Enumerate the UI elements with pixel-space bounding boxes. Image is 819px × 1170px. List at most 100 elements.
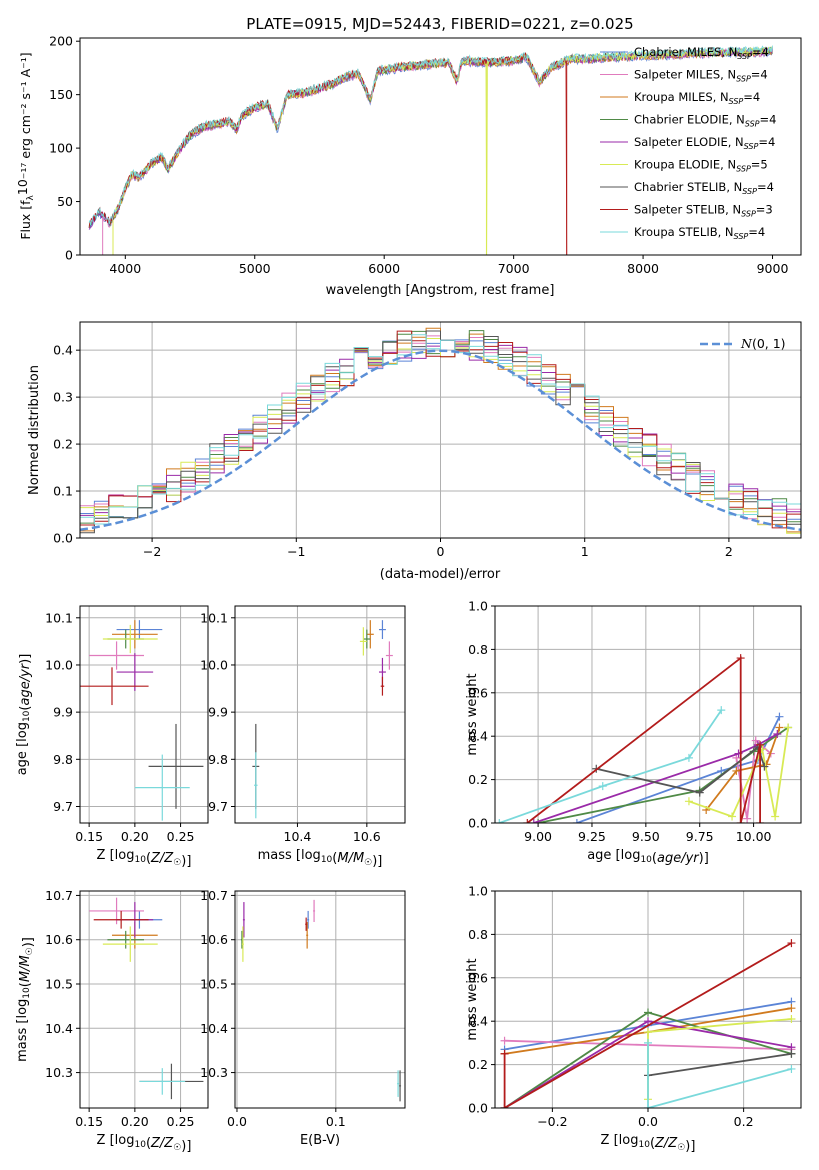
y-tick-label: 0.6 [468,970,488,985]
weight-line-salpeter-elodie [533,733,778,823]
y-tick-label: 1.0 [468,599,488,614]
y-axis-label: Flux [fλ10⁻¹⁷ erg cm⁻² s⁻¹ A⁻¹] [15,52,36,239]
weight-line-chabrier-stelib [596,745,766,794]
legend-label-chabrier-miles: Chabrier MILES, NSSP=4 [634,45,769,61]
gaussian-curve [80,349,801,532]
y-axis-label: mass [log10(M/M☉)] [15,937,36,1062]
weight-marker-salpeter-stelib [736,819,745,823]
y-tick-label: 0.2 [468,772,488,787]
x-tick-label: 10.6 [353,829,381,844]
x-tick-label: 0.25 [167,829,195,844]
weight-marker-salpeter-stelib [736,654,745,663]
plot-area-mass_vs_ebv [240,899,402,1102]
weight-marker-chabrier-miles [572,819,581,823]
weight-marker-salpeter-miles [743,814,752,823]
x-tick-label: 4000 [109,261,141,276]
weight-marker-kroupa-stelib [598,782,607,791]
legend-label-kroupa-stelib: Kroupa STELIB, NSSP=4 [634,225,765,241]
x-tick-label: 0.0 [227,1114,247,1129]
y-tick-label: 10.4 [200,1021,228,1036]
plot-area-mass_vs_Z [89,897,204,1100]
y-tick-label: 1.0 [468,884,488,899]
y-tick-label: 9.9 [208,705,228,720]
y-tick-label: 0.0 [468,816,488,831]
weight-marker-chabrier-stelib [695,788,704,797]
y-tick-label: 10.4 [45,1021,73,1036]
weight-line-kroupa-stelib [498,709,723,823]
weight-marker-salpeter-elodie [529,819,538,823]
weight-marker-kroupa-stelib [684,753,693,762]
weight-marker-chabrier-elodie [534,819,543,823]
x-tick-label: 1 [581,544,589,559]
figure-title: PLATE=0915, MJD=52443, FIBERID=0221, z=0… [246,15,633,33]
legend-label-salpeter-miles: Salpeter MILES, NSSP=4 [634,68,768,84]
y-tick-label: 9.7 [53,799,73,814]
y-tick-label: 9.7 [208,799,228,814]
weight-marker-salpeter-elodie [773,730,782,739]
weight-marker-kroupa-elodie [728,812,737,821]
panel-weight_vs_Z: −0.2 0.0 0.2 0.0 0.2 0.4 0.6 0.8 1.0 Z [log10(Z/Z… [465,884,802,1154]
weight-marker-salpeter-stelib [787,939,796,948]
x-tick-label: 0.15 [75,1114,103,1129]
weight-marker-salpeter-stelib [756,819,765,823]
weight-marker-kroupa-elodie [787,1015,796,1024]
y-tick-label: 0.1 [53,484,73,499]
weight-marker-kroupa-stelib [644,1038,652,1047]
x-tick-label: −1 [287,544,305,559]
x-tick-label: 9.75 [686,829,714,844]
x-axis-label: wavelength [Angstrom, rest frame] [326,283,555,298]
legend-label-salpeter-stelib: Salpeter STELIB, NSSP=3 [634,203,773,219]
y-tick-label: 10.6 [45,932,73,947]
x-tick-label: 7000 [498,261,530,276]
weight-marker-kroupa-elodie [684,797,693,806]
y-tick-label: 0.8 [468,927,488,942]
weight-marker-kroupa-miles [732,766,741,775]
x-tick-label: 0 [437,544,445,559]
y-tick-label: 10.0 [200,657,228,672]
y-axis-label: mass weight [465,958,480,1040]
y-tick-label: 10.5 [200,977,228,992]
axes-frame [234,605,406,824]
plot-area-age_vs_mass [252,620,393,819]
weight-marker-salpeter-elodie [644,1017,652,1026]
y-axis-label: mass weight [465,673,480,755]
axes-frame [494,605,802,824]
y-tick-label: 10.0 [45,657,73,672]
y-tick-label: 10.7 [200,888,228,903]
y-tick-label: 9.9 [53,705,73,720]
weight-marker-salpeter-stelib [756,740,765,749]
weight-marker-chabrier-stelib [787,1049,796,1058]
y-tick-label: 0.0 [468,1101,488,1116]
y-tick-label: 10.3 [200,1065,228,1080]
plot-area-spectrum [88,45,773,255]
axes-frame [79,605,209,824]
plot-area-residuals [80,327,801,534]
x-tick-label: 9000 [757,261,789,276]
x-tick-label: 0.20 [121,1114,149,1129]
x-tick-label: 0.1 [326,1114,346,1129]
weight-marker-chabrier-stelib [760,762,769,771]
x-axis-label: age [log10(age/yr)] [587,848,709,866]
x-axis-label: mass [log10(M/M☉)] [258,848,383,869]
x-tick-label: 10.4 [284,829,312,844]
y-tick-label: 10.1 [45,610,73,625]
weight-marker-salpeter-stelib [500,1104,509,1108]
x-tick-label: 6000 [368,261,400,276]
y-tick-label: 0.8 [468,642,488,657]
y-tick-label: 0.3 [53,390,73,405]
y-axis-label: age [log10(age/yr)] [15,654,33,776]
spectrum-line-kroupa-stelib [88,45,773,226]
weight-marker-salpeter-miles [751,736,760,745]
y-tick-label: 0.2 [53,437,73,452]
y-tick-label: 50 [57,194,73,209]
weight-marker-kroupa-elodie [644,1028,652,1037]
panel-residuals: −2 −1 0 1 2 0.0 0.1 0.2 0.3 0.4 N(0, 1) (data-model… [27,321,802,582]
y-tick-label: 0.6 [468,685,488,700]
panel-age_vs_mass: 10.4 10.6 9.7 9.8 9.9 10.0 10.1 mass [log10(M/M… [200,605,406,869]
histogram-chabrier-stelib [80,330,801,534]
plot-area-weight_vs_age [495,654,793,823]
y-tick-label: 0.4 [468,729,488,744]
legend-label-kroupa-elodie: Kroupa ELODIE, NSSP=5 [634,158,768,174]
histogram-salpeter-stelib [80,330,801,529]
weight-marker-salpeter-stelib [500,1049,509,1058]
